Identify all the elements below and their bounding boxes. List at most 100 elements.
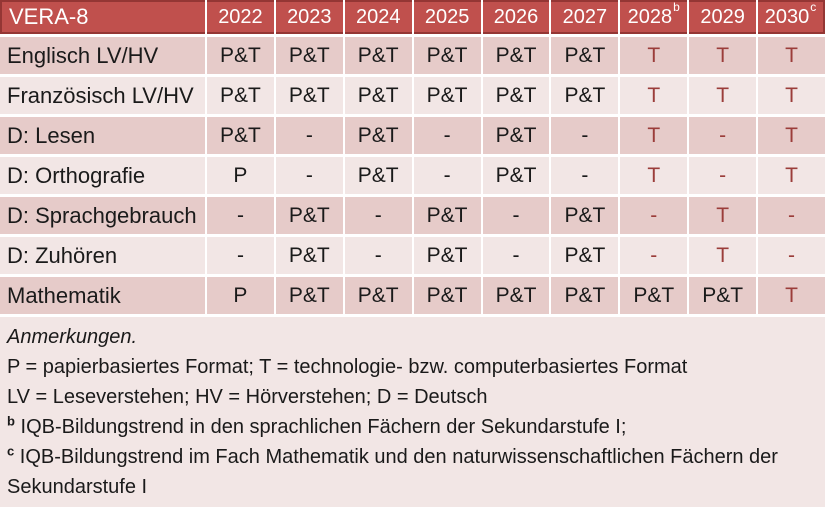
table-cell: - bbox=[551, 117, 619, 154]
col-header-2029: 2029 bbox=[689, 0, 757, 34]
table-cell: - bbox=[551, 157, 619, 194]
table-cell: P&T bbox=[551, 237, 619, 274]
table-cell: P&T bbox=[207, 37, 274, 74]
table-cell: - bbox=[620, 237, 688, 274]
table-cell: P&T bbox=[551, 197, 619, 234]
table-cell: P&T bbox=[482, 37, 550, 74]
table-cell: P&T bbox=[207, 117, 274, 154]
table-cell: P&T bbox=[275, 237, 343, 274]
table-cell: P&T bbox=[344, 37, 412, 74]
col-header-label: 2025 bbox=[424, 5, 470, 28]
table-cell: P&T bbox=[482, 277, 550, 314]
table-cell: P&T bbox=[482, 157, 550, 194]
vera8-schedule-table: VERA-8 2022 2023 2024 2025 2026 2027 2028 b 2029 2… bbox=[0, 0, 825, 314]
table-cell: T bbox=[620, 37, 688, 74]
table-cell: P&T bbox=[275, 77, 343, 114]
table-cell: - bbox=[689, 117, 757, 154]
table-cell: - bbox=[413, 117, 481, 154]
notes-heading: Anmerkungen. bbox=[7, 326, 138, 348]
note-line: LV = Leseverstehen; HV = Hörverstehen; D… bbox=[7, 386, 488, 408]
note-line: P = papierbasiertes Format; T = technolo… bbox=[7, 356, 688, 378]
table-cell: P&T bbox=[413, 197, 481, 234]
table-cell: P&T bbox=[344, 157, 412, 194]
table-cell: T bbox=[689, 37, 757, 74]
table-cell: P&T bbox=[620, 277, 688, 314]
table-cell: P&T bbox=[551, 277, 619, 314]
table-cell: P&T bbox=[482, 77, 550, 114]
table-cell: - bbox=[275, 157, 343, 194]
table-cell: P&T bbox=[413, 277, 481, 314]
table-cell: - bbox=[344, 237, 412, 274]
table-cell: P&T bbox=[551, 37, 619, 74]
note-footnote-mark: c bbox=[7, 443, 15, 459]
notes-lines: P = papierbasiertes Format; T = technolo… bbox=[7, 352, 815, 502]
table-title: VERA-8 bbox=[0, 0, 205, 34]
table-cell: - bbox=[207, 197, 274, 234]
col-header-2030: 2030 c bbox=[758, 0, 825, 34]
table-cell: P&T bbox=[344, 117, 412, 154]
table-cell: - bbox=[344, 197, 412, 234]
table-cell: P&T bbox=[344, 277, 412, 314]
table-cell: T bbox=[689, 237, 757, 274]
col-header-label: 2029 bbox=[700, 5, 745, 28]
col-header-2027: 2027 bbox=[551, 0, 619, 34]
col-header-label: 2026 bbox=[493, 5, 539, 28]
table-cell: - bbox=[758, 237, 825, 274]
col-header-2025: 2025 bbox=[413, 0, 481, 34]
table-cell: P bbox=[207, 157, 274, 194]
table-cell: P&T bbox=[413, 37, 481, 74]
table-cell: P&T bbox=[413, 237, 481, 274]
col-header-2023: 2023 bbox=[275, 0, 343, 34]
row-label: D: Sprachgebrauch bbox=[0, 197, 205, 234]
col-header-label: 2023 bbox=[287, 5, 332, 28]
table-cell: - bbox=[413, 157, 481, 194]
row-label: D: Orthografie bbox=[0, 157, 205, 194]
table-cell: P bbox=[207, 277, 274, 314]
table-cell: T bbox=[689, 197, 757, 234]
table-cell: P&T bbox=[551, 77, 619, 114]
table-cell: - bbox=[482, 197, 550, 234]
col-header-2024: 2024 bbox=[344, 0, 412, 34]
table-cell: P&T bbox=[275, 37, 343, 74]
table-cell: - bbox=[689, 157, 757, 194]
table-cell: T bbox=[758, 37, 825, 74]
note-line: b IQB-Bildungstrend in den sprachlichen … bbox=[7, 413, 627, 438]
table-cell: T bbox=[758, 77, 825, 114]
table-cell: T bbox=[758, 157, 825, 194]
table-cell: - bbox=[758, 197, 825, 234]
table-cell: T bbox=[689, 77, 757, 114]
table-cell: P&T bbox=[275, 197, 343, 234]
table-cell: P&T bbox=[207, 77, 274, 114]
table-cell: P&T bbox=[344, 77, 412, 114]
table-cell: T bbox=[758, 117, 825, 154]
table-cell: - bbox=[620, 197, 688, 234]
note-footnote-mark: b bbox=[7, 413, 15, 429]
row-label: D: Zuhören bbox=[0, 237, 205, 274]
row-label: D: Lesen bbox=[0, 117, 205, 154]
table-cell: T bbox=[758, 277, 825, 314]
col-header-2026: 2026 bbox=[482, 0, 550, 34]
col-header-2022: 2022 bbox=[207, 0, 274, 34]
note-line: c IQB-Bildungstrend im Fach Mathematik u… bbox=[7, 443, 778, 498]
table-cell: P&T bbox=[689, 277, 757, 314]
row-label: Englisch LV/HV bbox=[0, 37, 205, 74]
table-cell: P&T bbox=[275, 277, 343, 314]
row-label: Mathematik bbox=[0, 277, 205, 314]
col-header-label: 2022 bbox=[218, 5, 263, 28]
col-header-label: 2024 bbox=[355, 5, 401, 28]
table-cell: T bbox=[620, 77, 688, 114]
table-cell: P&T bbox=[482, 117, 550, 154]
col-header-label: 2028 bbox=[627, 5, 673, 28]
col-header-label: 2030 bbox=[764, 5, 810, 28]
table-cell: P&T bbox=[413, 77, 481, 114]
table-cell: - bbox=[207, 237, 274, 274]
table-cell: T bbox=[620, 157, 688, 194]
table-cell: - bbox=[482, 237, 550, 274]
col-header-2028: 2028 b bbox=[620, 0, 688, 34]
table-cell: T bbox=[620, 117, 688, 154]
row-label: Französisch LV/HV bbox=[0, 77, 205, 114]
col-header-label: 2027 bbox=[562, 5, 608, 28]
table-cell: - bbox=[275, 117, 343, 154]
table-notes: Anmerkungen. P = papierbasiertes Format;… bbox=[0, 317, 825, 507]
